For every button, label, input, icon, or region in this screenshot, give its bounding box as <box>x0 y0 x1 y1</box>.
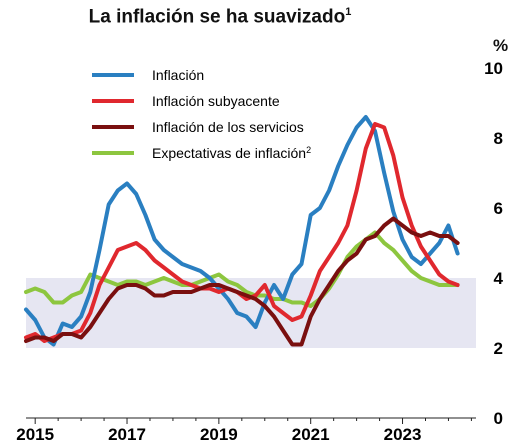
series-line-inflación-de-los-servicios <box>24 216 460 347</box>
x-tick-label: 2019 <box>200 425 238 444</box>
y-tick-label: 10 <box>484 59 503 78</box>
chart-title-text: La inflación se ha suavizado <box>88 6 346 28</box>
x-tick-label: 2023 <box>384 425 422 444</box>
x-tick-label: 2021 <box>292 425 330 444</box>
legend-label-note: 2 <box>306 145 311 155</box>
y-tick-label: 0 <box>494 409 503 428</box>
target-band <box>26 278 476 348</box>
chart-title: La inflación se ha suavizado1 <box>0 6 440 28</box>
x-tick-label: 2017 <box>108 425 146 444</box>
legend-label: Inflación subyacente <box>152 93 280 109</box>
y-axis-unit: % <box>493 36 509 55</box>
legend-label: Expectativas de inflación2 <box>152 145 311 161</box>
x-tick-label: 2015 <box>16 425 54 444</box>
legend-label: Inflación de los servicios <box>152 119 304 135</box>
y-tick-label: 2 <box>494 339 503 358</box>
chart-title-note: 1 <box>345 6 352 18</box>
series-line-expectativas-de-inflación <box>24 230 460 308</box>
target-band-layer <box>26 278 476 348</box>
axis-layer: 0 2 4 6 8 10 2015 2017 2019 2021 2023 <box>16 59 503 444</box>
y-tick-label: 4 <box>494 269 504 288</box>
legend-label: Inflación <box>152 67 204 83</box>
y-tick-label: 8 <box>494 129 503 148</box>
y-tick-label: 6 <box>494 199 503 218</box>
legend: Inflación Inflación subyacente Inflación d… <box>92 67 311 161</box>
series-line-inflación <box>24 115 460 347</box>
series-layer <box>24 115 460 347</box>
